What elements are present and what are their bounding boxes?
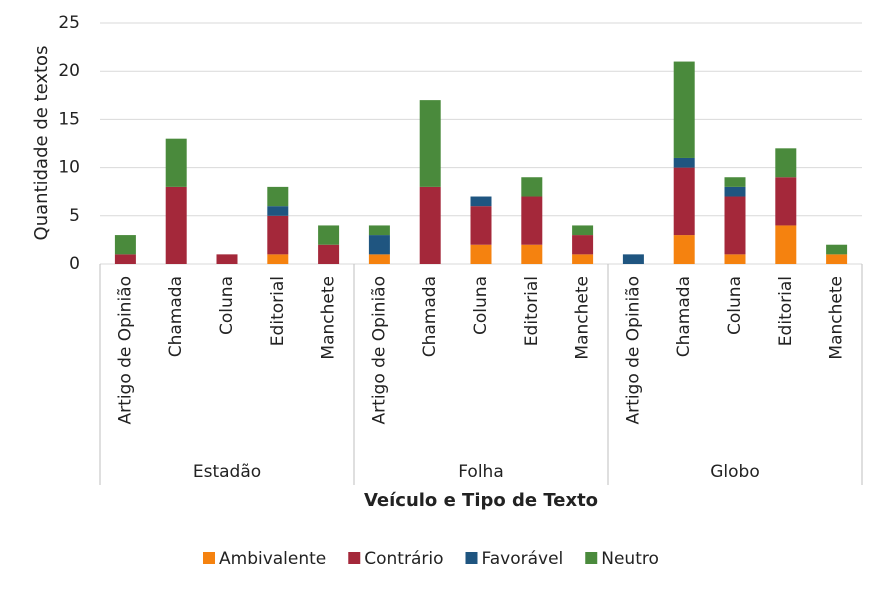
x-tick-label: Manchete bbox=[827, 276, 847, 360]
bar-segment bbox=[724, 186, 746, 197]
legend-label: Neutro bbox=[601, 549, 659, 569]
bar-segment bbox=[267, 215, 289, 255]
bar-segment bbox=[673, 235, 695, 264]
legend-swatch bbox=[585, 552, 598, 564]
bar-segment bbox=[216, 254, 238, 264]
y-tick-label: 25 bbox=[58, 13, 80, 33]
x-tick-label: Chamada bbox=[166, 276, 186, 357]
bar-segment bbox=[165, 138, 187, 187]
y-tick-label: 10 bbox=[58, 158, 80, 178]
bar-segment bbox=[267, 206, 289, 216]
bar-segment bbox=[368, 235, 390, 255]
x-tick-label: Manchete bbox=[573, 276, 593, 360]
bar-segment bbox=[368, 225, 390, 236]
x-tick-label: Artigo de Opinião bbox=[115, 276, 135, 424]
x-tick-label: Editorial bbox=[268, 276, 288, 346]
bar-segment bbox=[165, 186, 187, 264]
bar-segment bbox=[775, 177, 797, 226]
group-label: Folha bbox=[458, 462, 504, 482]
bar-segment bbox=[267, 186, 289, 207]
bar-segment bbox=[419, 186, 441, 264]
bar-segment bbox=[622, 254, 644, 264]
bar-segment bbox=[318, 244, 340, 264]
legend-label: Ambivalente bbox=[219, 549, 326, 569]
bar-segment bbox=[775, 225, 797, 264]
y-tick-label: 5 bbox=[69, 206, 80, 226]
x-tick-label: Manchete bbox=[319, 276, 339, 360]
bar-segment bbox=[419, 100, 441, 187]
x-tick-label: Coluna bbox=[725, 276, 745, 335]
bar-segment bbox=[775, 148, 797, 178]
group-label: Globo bbox=[710, 462, 760, 482]
bar-segment bbox=[368, 254, 390, 264]
bar-segment bbox=[521, 196, 543, 245]
bar-segment bbox=[114, 235, 136, 255]
x-tick-label: Chamada bbox=[420, 276, 440, 357]
x-tick-label: Artigo de Opinião bbox=[369, 276, 389, 424]
x-tick-label: Coluna bbox=[471, 276, 491, 335]
legend-swatch bbox=[348, 552, 361, 564]
x-tick-label: Chamada bbox=[674, 276, 694, 357]
bar-segment bbox=[826, 254, 848, 264]
x-tick-label: Editorial bbox=[776, 276, 796, 346]
bar-segment bbox=[521, 177, 543, 197]
x-tick-label: Editorial bbox=[522, 276, 542, 346]
bar-segment bbox=[673, 61, 695, 158]
x-tick-label: Coluna bbox=[217, 276, 237, 335]
y-tick-label: 15 bbox=[58, 109, 80, 129]
y-tick-label: 20 bbox=[58, 61, 80, 81]
bar-segment bbox=[724, 254, 746, 264]
legend-swatch bbox=[203, 552, 215, 564]
bar-segment bbox=[267, 254, 289, 264]
group-label: Estadão bbox=[193, 462, 261, 482]
legend-label: Favorável bbox=[482, 549, 564, 569]
bar-segment bbox=[318, 225, 340, 245]
legend-label: Contrário bbox=[364, 549, 443, 569]
legend-swatch bbox=[465, 552, 478, 564]
bar-segment bbox=[470, 196, 492, 207]
bar-segment bbox=[470, 206, 492, 245]
bar-segment bbox=[470, 244, 492, 264]
bar-segment bbox=[572, 235, 594, 255]
x-axis-title: Veículo e Tipo de Texto bbox=[364, 490, 598, 511]
bar-segment bbox=[724, 196, 746, 255]
bar-segment bbox=[826, 244, 848, 255]
bar-segment bbox=[521, 244, 543, 264]
bar-segment bbox=[724, 177, 746, 187]
y-tick-label: 0 bbox=[69, 254, 80, 274]
bar-segment bbox=[673, 167, 695, 236]
x-tick-label: Artigo de Opinião bbox=[623, 276, 643, 424]
y-axis-title: Quantidade de textos bbox=[31, 46, 52, 241]
bar-segment bbox=[572, 254, 594, 264]
bar-segment bbox=[114, 254, 136, 264]
bar-segment bbox=[673, 157, 695, 168]
bar-segment bbox=[572, 225, 594, 236]
